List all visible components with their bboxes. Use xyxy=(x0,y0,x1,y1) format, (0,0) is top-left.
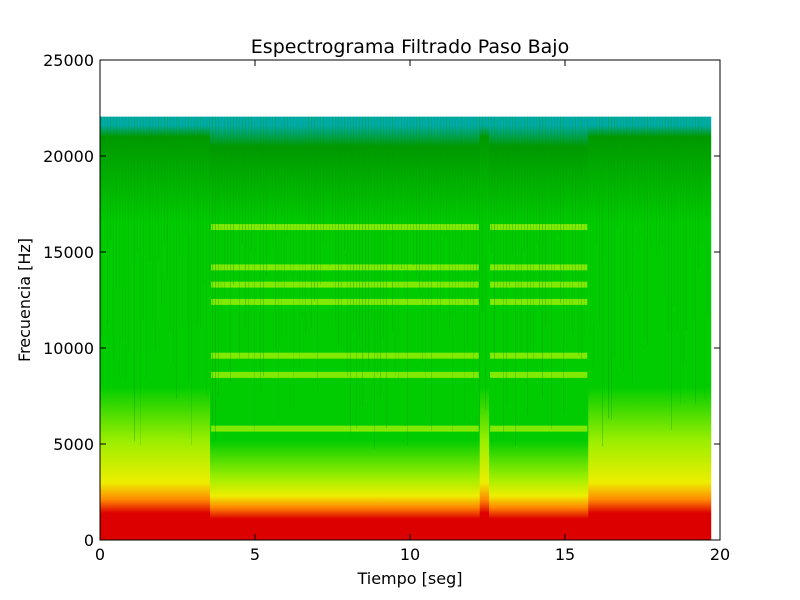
harmonic-band xyxy=(490,298,588,305)
x-tick-label: 20 xyxy=(710,545,730,564)
harmonic-band xyxy=(211,352,479,359)
x-tick-label: 0 xyxy=(95,545,105,564)
y-axis-ticks: 0 5000 10000 15000 20000 25000 xyxy=(43,51,720,550)
x-axis-label: Tiempo [seg] xyxy=(356,569,462,588)
spectrogram-segment-tonal xyxy=(489,116,589,540)
harmonic-band xyxy=(211,371,479,378)
harmonic-band xyxy=(490,371,588,378)
spectrogram-segment-noise xyxy=(588,116,712,540)
harmonic-band xyxy=(211,425,479,432)
y-tick-label: 15000 xyxy=(43,243,94,262)
spectrogram-segment-noise xyxy=(100,116,211,540)
harmonic-band xyxy=(490,224,588,231)
y-tick-label: 5000 xyxy=(53,435,94,454)
y-tick-label: 0 xyxy=(84,531,94,550)
spectrogram-segment-noise xyxy=(479,116,490,540)
x-tick-label: 5 xyxy=(250,545,260,564)
harmonic-band xyxy=(490,352,588,359)
y-tick-label: 10000 xyxy=(43,339,94,358)
x-axis-ticks: 0 5 10 15 20 xyxy=(95,60,730,564)
x-tick-label: 10 xyxy=(400,545,420,564)
spectrogram-segment-tonal xyxy=(210,116,481,540)
harmonic-band xyxy=(490,281,588,288)
harmonic-band xyxy=(211,298,479,305)
plot-area xyxy=(100,60,720,540)
harmonic-band xyxy=(211,264,479,271)
spectrogram-heatmap xyxy=(100,116,712,540)
chart-title: Espectrograma Filtrado Paso Bajo xyxy=(251,36,569,58)
x-tick-label: 15 xyxy=(555,545,575,564)
harmonic-band xyxy=(490,425,588,432)
vertical-streaks xyxy=(101,116,708,449)
harmonic-bands xyxy=(211,224,588,432)
y-tick-label: 25000 xyxy=(43,51,94,70)
y-tick-label: 20000 xyxy=(43,147,94,166)
harmonic-band xyxy=(490,264,588,271)
harmonic-band xyxy=(211,224,479,231)
y-axis-label: Frecuencia [Hz] xyxy=(15,238,34,362)
harmonic-band xyxy=(211,281,479,288)
